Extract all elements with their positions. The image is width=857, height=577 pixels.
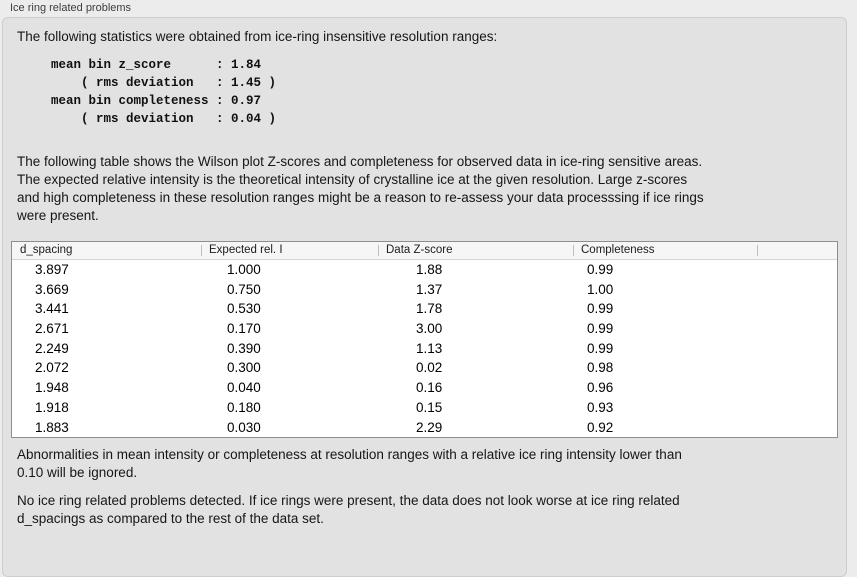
cell-empty	[757, 280, 837, 300]
cell-empty	[757, 378, 837, 398]
cell-d-spacing: 1.948	[35, 380, 69, 396]
cell-expected-rel-i: 0.530	[227, 301, 261, 317]
table-row[interactable]: 1.948 0.040 0.16 0.96	[12, 378, 837, 398]
cell-data-z-score: 3.00	[416, 321, 443, 337]
cell-expected-rel-i: 0.040	[227, 380, 261, 396]
cell-completeness: 0.99	[587, 262, 614, 277]
cell-empty	[757, 319, 837, 339]
cell-completeness: 0.99	[587, 321, 614, 337]
table-row[interactable]: 3.441 0.530 1.78 0.99	[12, 299, 837, 319]
conclusion-text: No ice ring related problems detected. I…	[17, 493, 680, 526]
table-row[interactable]: 2.249 0.390 1.13 0.99	[12, 339, 837, 359]
cell-completeness: 0.99	[587, 340, 614, 356]
cell-data-z-score: 1.88	[416, 262, 443, 277]
cell-d-spacing: 2.072	[35, 360, 69, 376]
cell-completeness: 0.96	[587, 380, 614, 396]
cell-d-spacing: 2.249	[35, 340, 69, 356]
ice-ring-table: d_spacing Expected rel. I Data Z-score C…	[11, 241, 838, 438]
cell-empty	[757, 260, 837, 280]
table-header-row: d_spacing Expected rel. I Data Z-score C…	[12, 242, 837, 260]
column-header-d-spacing[interactable]: d_spacing	[20, 244, 73, 256]
cell-d-spacing: 1.883	[35, 419, 69, 435]
column-header-data-z-score[interactable]: Data Z-score	[378, 242, 573, 259]
ignore-note-text: Abnormalities in mean intensity or compl…	[17, 447, 682, 480]
cell-d-spacing: 3.669	[35, 281, 69, 297]
column-header-completeness[interactable]: Completeness	[573, 242, 757, 259]
cell-expected-rel-i: 0.300	[227, 360, 261, 376]
cell-completeness: 0.92	[587, 419, 614, 435]
cell-d-spacing: 3.897	[35, 262, 69, 277]
table-row[interactable]: 2.072 0.300 0.02 0.98	[12, 358, 837, 378]
cell-completeness: 0.93	[587, 399, 614, 415]
cell-data-z-score: 0.15	[416, 399, 443, 415]
cell-empty	[757, 418, 837, 438]
table-row[interactable]: 1.918 0.180 0.15 0.93	[12, 398, 837, 418]
cell-empty	[757, 299, 837, 319]
cell-data-z-score: 0.02	[416, 360, 443, 376]
cell-d-spacing: 1.918	[35, 399, 69, 415]
cell-expected-rel-i: 0.390	[227, 340, 261, 356]
cell-expected-rel-i: 0.170	[227, 321, 261, 337]
cell-expected-rel-i: 0.180	[227, 399, 261, 415]
cell-d-spacing: 3.441	[35, 301, 69, 317]
cell-d-spacing: 2.671	[35, 321, 69, 337]
stats-block: mean bin z_score : 1.84 ( rms deviation …	[51, 58, 277, 126]
table-row[interactable]: 1.883 0.030 2.29 0.92	[12, 418, 837, 438]
table-row[interactable]: 3.897 1.000 1.88 0.99	[12, 260, 837, 280]
cell-empty	[757, 339, 837, 359]
ice-ring-group-box: The following statistics were obtained f…	[2, 17, 847, 577]
cell-data-z-score: 1.13	[416, 340, 443, 356]
cell-expected-rel-i: 1.000	[227, 262, 261, 277]
cell-expected-rel-i: 0.750	[227, 281, 261, 297]
cell-data-z-score: 2.29	[416, 419, 443, 435]
cell-completeness: 1.00	[587, 281, 614, 297]
column-header-expected-rel-i[interactable]: Expected rel. I	[201, 242, 378, 259]
cell-data-z-score: 1.78	[416, 301, 443, 317]
stats-intro-text: The following statistics were obtained f…	[17, 29, 498, 44]
cell-data-z-score: 1.37	[416, 281, 443, 297]
panel-title: Ice ring related problems	[10, 2, 132, 14]
cell-completeness: 0.99	[587, 301, 614, 317]
cell-expected-rel-i: 0.030	[227, 419, 261, 435]
table-row[interactable]: 2.671 0.170 3.00 0.99	[12, 319, 837, 339]
cell-empty	[757, 398, 837, 418]
cell-completeness: 0.98	[587, 360, 614, 376]
table-row[interactable]: 3.669 0.750 1.37 1.00	[12, 280, 837, 300]
column-header-empty	[757, 242, 837, 259]
table-body: 3.897 1.000 1.88 0.99 3.669 0.750 1.37 1…	[12, 260, 837, 437]
cell-data-z-score: 0.16	[416, 380, 443, 396]
description-text: The following table shows the Wilson plo…	[17, 154, 704, 223]
cell-empty	[757, 358, 837, 378]
